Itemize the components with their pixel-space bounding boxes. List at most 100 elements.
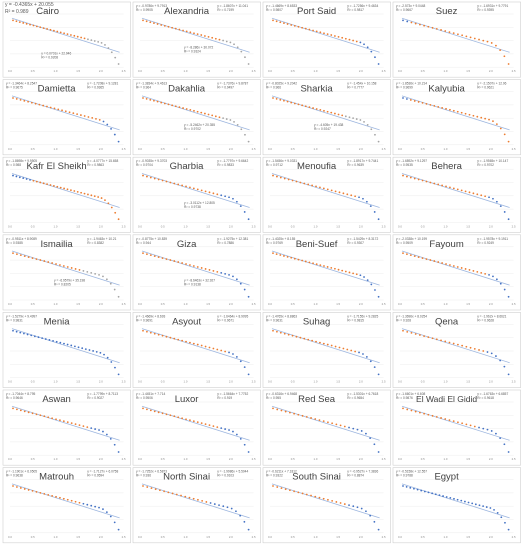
data-point bbox=[174, 105, 177, 108]
panel-frame bbox=[392, 79, 521, 156]
trend-line bbox=[141, 173, 250, 208]
data-point bbox=[228, 273, 230, 276]
data-point bbox=[196, 343, 199, 346]
data-point bbox=[287, 178, 290, 181]
data-point bbox=[102, 275, 104, 278]
data-point bbox=[410, 409, 413, 412]
chart-panel: 0.0 0.5 1.0 1.5 2.0 2.5 Egypt y = -0.5158x + 12… bbox=[392, 467, 521, 544]
data-point bbox=[247, 451, 250, 453]
data-point bbox=[204, 35, 206, 37]
data-point bbox=[472, 192, 475, 195]
trendline-equation: y = -1.7155x + 9.2825 bbox=[347, 314, 378, 318]
data-point bbox=[175, 493, 178, 496]
data-point bbox=[307, 183, 310, 186]
data-point bbox=[431, 492, 434, 495]
panel-title: Ismailia bbox=[40, 239, 73, 250]
data-point bbox=[503, 211, 506, 213]
data-point bbox=[406, 330, 409, 333]
tick-label: 0.5 bbox=[421, 535, 425, 539]
data-point bbox=[197, 498, 199, 501]
data-point bbox=[196, 110, 199, 113]
data-point bbox=[326, 266, 329, 268]
data-point bbox=[373, 443, 376, 446]
data-point bbox=[88, 349, 91, 351]
data-point bbox=[339, 424, 342, 427]
data-point bbox=[90, 194, 93, 197]
data-point bbox=[181, 417, 184, 420]
data-point bbox=[301, 492, 304, 495]
data-point bbox=[92, 350, 95, 352]
trendline-equation: R² = 0.9594 bbox=[87, 474, 104, 478]
data-point bbox=[272, 252, 274, 255]
data-point bbox=[113, 521, 116, 524]
data-point bbox=[473, 37, 476, 40]
data-point bbox=[318, 419, 321, 421]
data-point bbox=[437, 261, 440, 263]
data-point bbox=[35, 25, 38, 28]
trendline-equation: R² = 0.9863 bbox=[87, 163, 104, 167]
panel-frame bbox=[262, 79, 391, 156]
tick-label: 0.5 bbox=[161, 302, 165, 306]
data-point bbox=[27, 256, 30, 259]
data-point bbox=[222, 117, 225, 120]
trendline-equation: y = -2.0338x + 10.199 bbox=[396, 237, 427, 241]
data-point bbox=[216, 426, 219, 428]
data-point bbox=[213, 503, 216, 505]
trendline-equation: R² = 0.9138 bbox=[184, 282, 201, 286]
data-point bbox=[417, 256, 420, 259]
data-point bbox=[484, 272, 487, 275]
tick-label: 1.0 bbox=[183, 69, 187, 73]
panel-title: Suez bbox=[436, 6, 458, 17]
data-point bbox=[337, 268, 340, 271]
data-point bbox=[444, 418, 447, 420]
data-point bbox=[43, 415, 46, 418]
data-point bbox=[189, 109, 192, 111]
data-point bbox=[322, 497, 325, 500]
trend-line bbox=[11, 483, 120, 519]
trendline-equation: y = -0.5158x + 12.557 bbox=[396, 470, 427, 474]
tick-label: 1.0 bbox=[443, 457, 447, 461]
panel-title: Sharkia bbox=[300, 84, 333, 95]
data-point bbox=[222, 39, 225, 42]
panel-title: Cairo bbox=[36, 6, 59, 17]
data-point bbox=[214, 37, 217, 40]
data-point bbox=[402, 97, 404, 99]
data-point bbox=[373, 366, 376, 369]
data-point bbox=[429, 103, 432, 106]
tick-label: 0.0 bbox=[268, 224, 272, 228]
data-point bbox=[503, 365, 506, 368]
trendline-equation: y = -1.6892x + 9.1297 bbox=[396, 159, 427, 163]
data-point bbox=[181, 262, 184, 264]
data-point bbox=[185, 418, 187, 421]
data-point bbox=[469, 346, 472, 349]
data-point bbox=[184, 495, 187, 498]
data-point bbox=[377, 295, 380, 298]
data-point bbox=[499, 437, 502, 440]
data-point bbox=[163, 490, 166, 493]
trendline-equation: R² = 0.9646 bbox=[6, 396, 23, 400]
data-point bbox=[146, 175, 148, 178]
data-point bbox=[19, 254, 22, 257]
panel-frame bbox=[132, 389, 261, 466]
data-point bbox=[59, 186, 62, 189]
data-point bbox=[70, 344, 73, 347]
data-point bbox=[496, 512, 499, 514]
data-point bbox=[280, 487, 283, 490]
data-point bbox=[319, 264, 322, 267]
data-point bbox=[145, 98, 148, 100]
data-point bbox=[37, 336, 40, 339]
data-point bbox=[370, 283, 373, 286]
trend-line bbox=[271, 250, 380, 286]
data-point bbox=[339, 502, 342, 504]
trendline-equation: R² = 0.9621 bbox=[477, 86, 494, 90]
data-point bbox=[490, 352, 493, 355]
data-point bbox=[272, 174, 274, 177]
data-point bbox=[414, 410, 417, 413]
data-point bbox=[442, 495, 444, 497]
tick-label: 2.0 bbox=[99, 147, 103, 151]
tick-label: 0.0 bbox=[398, 302, 402, 306]
data-point bbox=[181, 339, 184, 342]
data-point bbox=[319, 31, 322, 34]
